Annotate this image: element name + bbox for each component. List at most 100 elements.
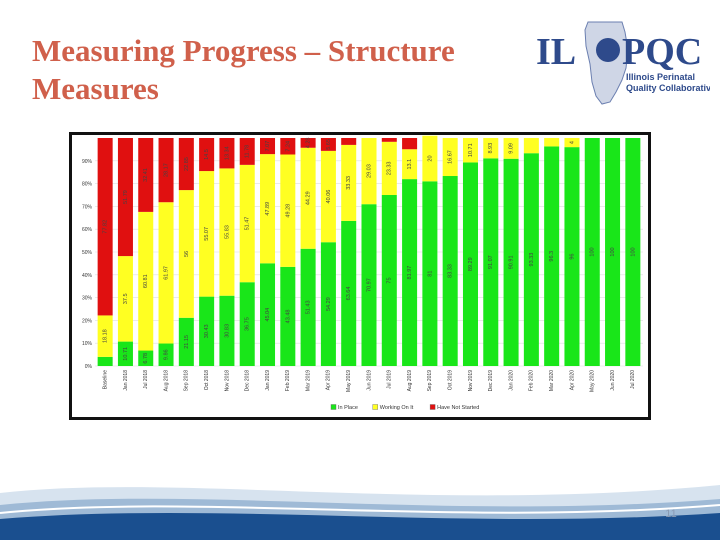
bar-segment-in-place [605,138,621,366]
bar-segment-in-place [442,176,458,366]
x-tick-label: Dec 2018 [245,370,251,392]
data-label: 100 [590,247,596,256]
bar-segment-in-place [523,153,539,366]
data-label: 51.47 [245,217,251,231]
x-tick-label: May 2019 [346,370,352,392]
bar-segment-have-not-started [300,138,316,148]
data-label: 89.29 [468,257,474,271]
bar-segment-working-on-it [483,138,499,159]
bar-segment-in-place [178,317,194,366]
data-label: 30.43 [204,324,210,338]
bar-segment-have-not-started [117,138,133,257]
slide-title: Measuring Progress – Structure Measures [32,33,455,106]
bar-segment-in-place [544,146,560,366]
x-tick-label: Apr 2019 [326,370,332,391]
data-label: 81 [427,271,433,277]
data-label: 33.33 [346,176,352,190]
x-tick-label: Aug 2019 [407,370,413,392]
x-tick-label: Jan 2019 [265,370,271,391]
footer-swoosh [0,485,720,540]
data-label: 9.86 [163,349,169,360]
bar-segment-in-place [483,158,499,366]
data-label: 51.43 [306,300,312,314]
data-label: 28.17 [163,163,169,177]
data-label: 29.03 [366,164,372,178]
bar-segment-working-on-it [280,154,296,267]
data-label: 61.97 [163,266,169,280]
bar-segment-working-on-it [320,150,336,243]
data-label: 56 [184,251,190,257]
bar-segment-working-on-it [178,190,194,318]
bar-segment-have-not-started [199,138,215,172]
x-tick-label: Sep 2019 [427,370,433,392]
bar-segment-in-place [402,179,418,366]
data-label: 91.07 [488,255,494,269]
bar-segment-have-not-started [280,138,296,155]
bar-segment-working-on-it [442,138,458,177]
bar-segment-have-not-started [341,138,357,145]
x-tick-label: Feb 2020 [529,370,535,391]
logo-line2: Quality Collaborative [626,83,710,93]
data-label: 47.89 [265,202,271,216]
bar-segment-in-place [564,147,580,366]
ilpqc-logo: IL PQC Illinois Perinatal Quality Collab… [536,21,710,105]
bar-segment-have-not-started [178,138,194,191]
bar-segment-in-place [462,162,478,366]
data-label: 40.06 [326,190,332,204]
bar-segment-working-on-it [544,138,560,147]
bar-segment-working-on-it [503,138,519,159]
stacked-bar-chart: 0% 10% 20% 30% 40% 50% 60% 70% 80% 90% 18.18 77.82 B… [72,135,648,417]
data-label: 30.83 [224,324,230,338]
data-label: 23.33 [387,162,393,176]
data-label: 4 [569,141,575,144]
logo-mother-icon [596,38,620,62]
bar-segment-in-place [381,195,397,366]
bar-segment-have-not-started [239,138,255,165]
data-label: 8.93 [488,143,494,154]
bar-segment-working-on-it [199,171,215,297]
chart-background [72,135,648,417]
bar-segment-in-place [219,295,235,366]
data-label: 70.97 [366,278,372,292]
data-label: 5.65 [326,139,332,150]
data-label: 13.1 [407,159,413,170]
bar-segment-working-on-it [381,141,397,195]
bar-segment-in-place [320,242,336,366]
legend-swatch [429,404,436,410]
bar-segment-in-place [300,248,316,366]
bar-segment-working-on-it [138,211,154,351]
data-label: 9.09 [509,143,515,154]
bar-segment-in-place [422,181,438,366]
bar-segment-in-place [138,350,154,366]
x-tick-label: Oct 2018 [204,370,210,391]
data-label: 7.07 [265,141,271,152]
x-tick-label: Sep 2018 [184,370,190,392]
bar-segment-working-on-it [462,138,478,163]
bar-segment-have-not-started [320,138,336,151]
data-label: 22.85 [184,157,190,171]
bar-segment-have-not-started [97,138,113,316]
bar-segment-working-on-it [361,138,377,205]
data-label: 10.71 [468,143,474,157]
data-label: 20 [427,155,433,161]
x-tick-label: Baseline [102,370,108,389]
bar-segment-in-place [280,266,296,366]
bar-segment-in-place [199,296,215,366]
y-tick-label: 30% [82,296,93,302]
data-label: 43.48 [285,310,291,324]
legend-swatch [372,404,378,410]
data-label: 11.78 [245,145,251,158]
bar-segment-working-on-it [523,138,539,154]
data-label: 18.18 [103,329,109,343]
bar-segment-working-on-it [564,138,580,148]
data-label: 45.04 [265,308,271,322]
data-label: 32.41 [143,168,149,182]
bar-segment-working-on-it [300,147,316,249]
data-label: 7.24 [285,141,291,152]
page-number: 11 [665,508,677,520]
data-label: 96.3 [549,251,555,262]
bar-segment-working-on-it [158,202,174,344]
bar-segment-working-on-it [117,256,133,342]
data-label: 13.34 [224,146,230,160]
y-tick-label: 90% [82,159,93,165]
